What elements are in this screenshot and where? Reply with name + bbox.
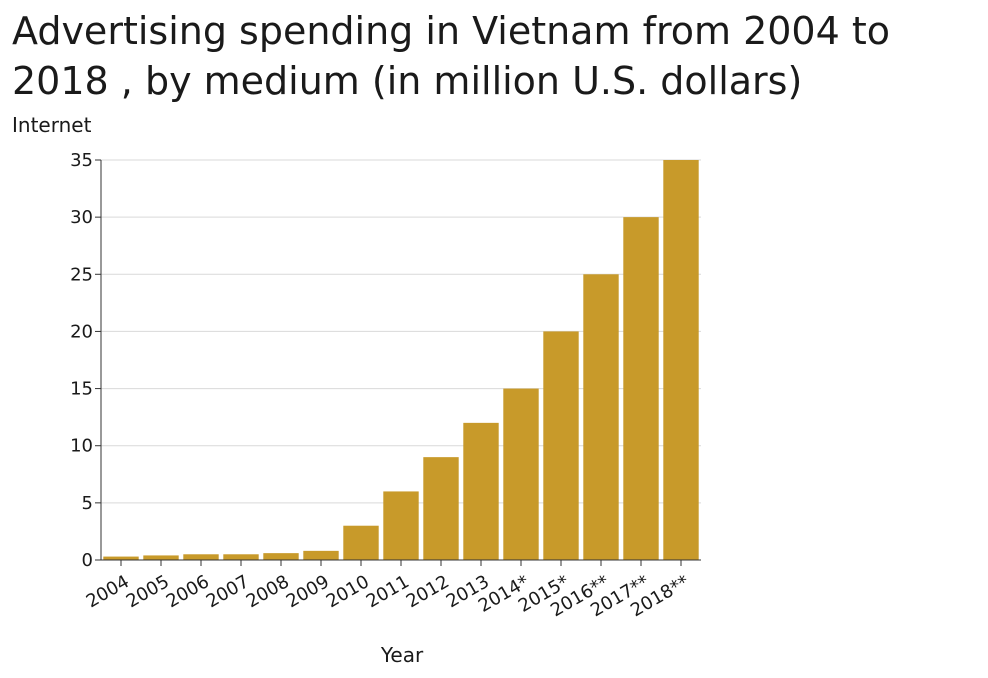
y-tick-label: 35 [70, 150, 93, 171]
bar [583, 274, 619, 560]
bar [503, 388, 539, 560]
bar [263, 553, 299, 560]
bars [103, 160, 699, 560]
bar [543, 331, 579, 560]
x-axis-label: Year [380, 643, 424, 667]
x-tick-labels: 2004200520062007200820092010201120122013… [83, 571, 693, 621]
bar [463, 422, 499, 560]
y-tick-label: 10 [70, 436, 93, 457]
bar [663, 160, 699, 560]
bar [623, 217, 659, 560]
axes [95, 159, 701, 566]
y-tick-label: 20 [70, 321, 93, 342]
bar [303, 550, 339, 560]
y-tick-label: 30 [70, 207, 93, 228]
bar [143, 555, 179, 560]
y-tick-label: 0 [82, 550, 93, 571]
y-tick-label: 5 [82, 493, 93, 514]
y-axis-label: Internet [12, 113, 92, 137]
y-tick-label: 25 [70, 264, 93, 285]
bar [383, 491, 419, 560]
y-tick-labels: 0 5 10 15 20 25 30 35 [70, 150, 93, 571]
bar [423, 457, 459, 560]
y-tick-label: 15 [70, 379, 93, 400]
bar [183, 554, 219, 560]
bar [223, 554, 259, 560]
bar [343, 525, 379, 560]
chart-title: Advertising spending in Vietnam from 200… [12, 9, 891, 103]
bar [103, 556, 139, 560]
